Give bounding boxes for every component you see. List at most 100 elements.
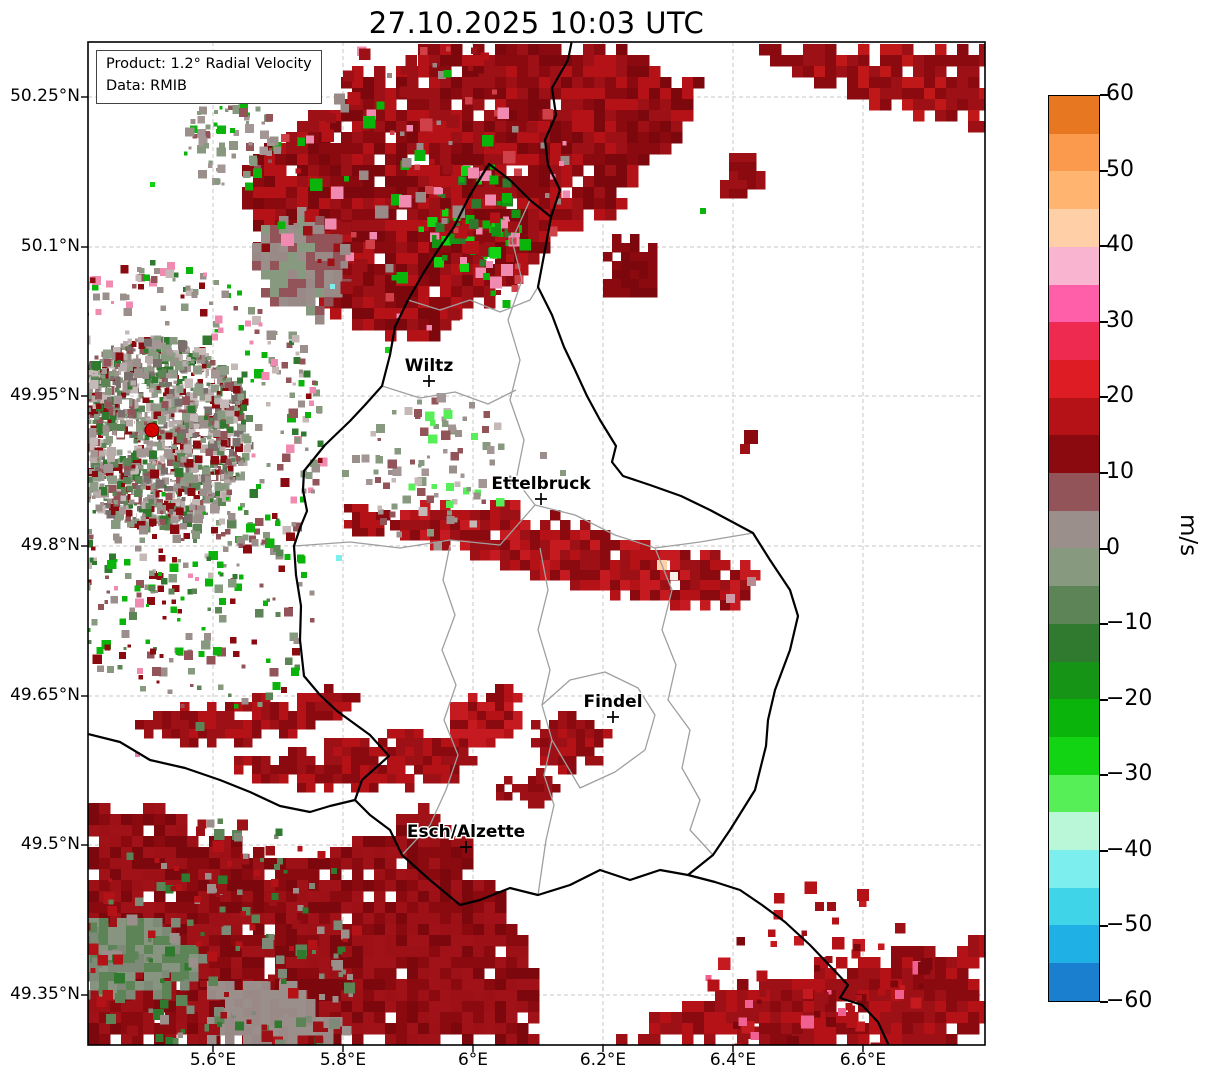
country-border-luxembourg — [292, 162, 800, 907]
colorbar-tick-label: −50 — [1106, 912, 1153, 938]
colorbar-tick-mark — [1100, 245, 1108, 248]
colorbar-tick-mark — [1100, 547, 1108, 550]
colorbar-tick-label: −40 — [1106, 836, 1153, 862]
plot-frame — [87, 41, 986, 1046]
echo-speck — [342, 470, 349, 477]
colorbar-tick-mark — [1100, 925, 1108, 928]
colorbar-tick-mark — [1100, 774, 1108, 777]
colorbar-color-stop — [1049, 774, 1099, 813]
colorbar-color-stop — [1049, 359, 1099, 398]
colorbar-tick-label: −60 — [1106, 988, 1153, 1013]
colorbar-tick-label: 20 — [1106, 383, 1134, 409]
city-marker-findel — [607, 711, 619, 723]
city-label-esch-alzette: Esch/Alzette — [407, 822, 525, 842]
country-border-belgium-germany — [543, 42, 573, 219]
echo-speck — [540, 452, 547, 459]
data-source-line: Data: RMIB — [106, 77, 187, 94]
product-info-line: Product: 1.2° Radial Velocity — [106, 56, 312, 72]
x-axis-tick-label: 5.8°E — [319, 1050, 367, 1070]
y-axis-tick-label: 50.25°N — [10, 86, 80, 106]
echo-speck — [560, 470, 566, 476]
colorbar-tick-label: −10 — [1106, 610, 1153, 636]
echo-speck — [330, 284, 335, 289]
colorbar-color-stop — [1049, 322, 1099, 360]
colorbar-tick-mark — [1100, 94, 1108, 96]
colorbar-tick-mark — [1100, 698, 1108, 701]
y-axis-tick-label: 49.65°N — [10, 685, 80, 705]
district-border — [407, 286, 539, 313]
colorbar-tick-mark — [1100, 396, 1108, 399]
district-border — [401, 544, 459, 856]
colorbar-tick-mark — [1100, 471, 1108, 474]
echo-speck — [230, 128, 235, 133]
colorbar-color-stop — [1049, 586, 1099, 624]
echo-speck — [336, 555, 342, 561]
y-axis-tick-label: 49.35°N — [10, 984, 80, 1004]
colorbar-color-stop — [1049, 284, 1099, 323]
city-marker-esch-alzette — [460, 841, 472, 853]
colorbar-color-stop — [1049, 96, 1099, 134]
colorbar — [1048, 95, 1100, 1002]
radar-site-marker — [144, 422, 160, 438]
echo-speck — [700, 208, 706, 214]
y-axis-tick-label: 49.5°N — [20, 834, 80, 854]
echo-speck — [385, 347, 391, 353]
district-border — [537, 547, 555, 896]
axis-tick-marks — [81, 96, 864, 1052]
colorbar-tick-label: 60 — [1106, 81, 1134, 106]
colorbar-color-stop — [1049, 548, 1099, 587]
borders-layer — [88, 42, 890, 1045]
colorbar-color-stop — [1049, 925, 1099, 964]
colorbar-tick-label: −30 — [1106, 761, 1153, 787]
colorbar-tick-mark — [1100, 320, 1108, 323]
colorbar-color-stop — [1049, 699, 1099, 737]
echo-speck — [726, 594, 735, 603]
x-axis-tick-label: 6.6°E — [839, 1050, 887, 1070]
echo-speck — [150, 182, 155, 187]
echo-speck — [744, 430, 758, 444]
colorbar-unit-label: m/s — [1175, 514, 1201, 557]
echo-speck — [670, 572, 678, 580]
echo-speck — [455, 430, 462, 437]
colorbar-color-stop — [1049, 246, 1099, 285]
figure-title: 27.10.2025 10:03 UTC — [368, 6, 705, 40]
colorbar-color-stop — [1049, 397, 1099, 436]
x-axis-tick-label: 6.4°E — [709, 1050, 757, 1070]
product-info-box: Product: 1.2° Radial Velocity Data: RMIB — [96, 50, 322, 104]
echo-speck — [135, 752, 140, 757]
colorbar-tick-mark — [1100, 169, 1108, 172]
colorbar-color-stop — [1049, 133, 1099, 172]
colorbar-tick-label: 0 — [1106, 534, 1120, 560]
colorbar-tick-mark — [1100, 849, 1108, 852]
x-axis-tick-label: 6°E — [457, 1050, 489, 1070]
echo-speck — [352, 455, 360, 463]
colorbar-color-stop — [1049, 209, 1099, 247]
echo-speck — [747, 577, 756, 586]
colorbar-color-stop — [1049, 623, 1099, 662]
city-label-findel: Findel — [583, 692, 642, 712]
x-axis-tick-label: 6.2°E — [579, 1050, 627, 1070]
colorbar-color-stop — [1049, 171, 1099, 210]
colorbar-color-stop — [1049, 736, 1099, 775]
city-label-wiltz: Wiltz — [405, 356, 454, 376]
colorbar-tick-label: −20 — [1106, 685, 1153, 711]
city-label-ettelbruck: Ettelbruck — [491, 474, 591, 494]
country-border-france-germany — [686, 873, 890, 1045]
district-border — [654, 547, 714, 856]
echo-speck — [740, 444, 750, 454]
colorbar-color-stop — [1049, 963, 1099, 1001]
colorbar-tick-label: 10 — [1106, 458, 1134, 484]
city-marker-ettelbruck — [535, 493, 547, 505]
radar-noise-layer — [88, 46, 933, 1045]
colorbar-color-stop — [1049, 850, 1099, 888]
colorbar-tick-label: 40 — [1106, 232, 1134, 258]
colorbar-color-stop — [1049, 510, 1099, 549]
city-marker-wiltz — [423, 375, 435, 387]
colorbar-tick-mark — [1100, 623, 1108, 626]
colorbar-color-stop — [1049, 661, 1099, 700]
y-axis-tick-label: 49.95°N — [10, 385, 80, 405]
colorbar-tick-mark — [1100, 1001, 1108, 1003]
colorbar-color-stop — [1049, 473, 1099, 511]
